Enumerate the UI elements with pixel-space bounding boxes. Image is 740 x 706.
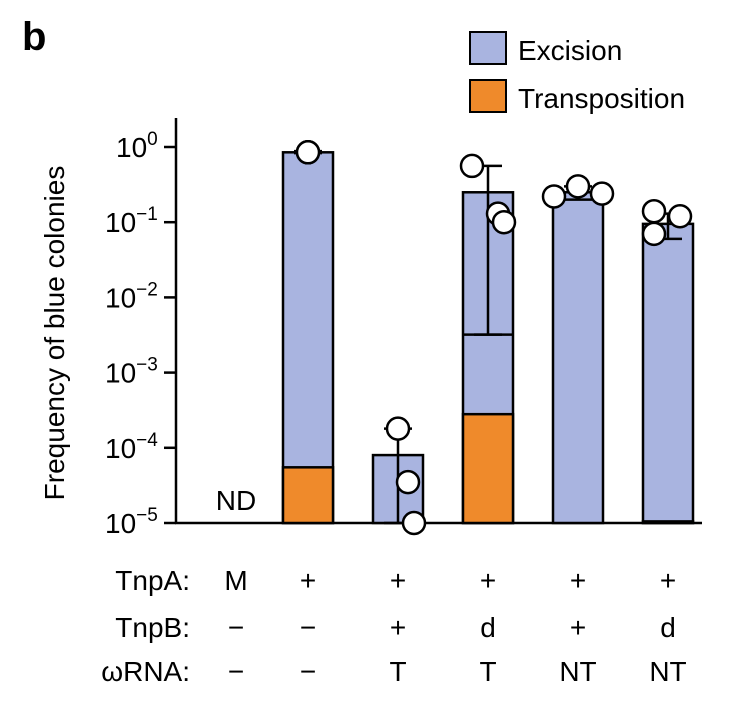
data-point	[541, 184, 567, 209]
y-tick-label: 100	[116, 129, 158, 163]
condition-cell: −	[300, 656, 316, 687]
y-tick-label: 10−4	[105, 430, 158, 464]
data-point	[401, 510, 427, 536]
y-tick-label: 10−3	[105, 355, 158, 389]
bar-transposition	[461, 412, 515, 525]
y-ticks: 100 10−1 10−2 10−3 10−4 10−5	[105, 129, 176, 539]
data-point	[667, 203, 693, 229]
bar-group	[459, 153, 517, 525]
condition-cell: NT	[649, 656, 686, 687]
panel-label: b	[22, 15, 46, 59]
condition-cell: +	[660, 565, 676, 596]
data-point	[395, 469, 421, 495]
data-point	[295, 140, 321, 165]
condition-cell: T	[479, 656, 496, 687]
condition-cell: +	[570, 565, 586, 596]
condition-cell: M	[224, 565, 247, 596]
data-point	[641, 221, 667, 247]
condition-cell: NT	[559, 656, 596, 687]
condition-table: TnpA: M + + + + + TnpB: − − + d + d ωRNA: − − T T NT NT	[101, 565, 686, 687]
bars: ND	[216, 140, 695, 536]
bar-group	[281, 140, 335, 525]
bar-excision	[281, 151, 335, 525]
condition-cell: +	[390, 565, 406, 596]
legend-label-excision: Excision	[518, 35, 622, 66]
row-label: TnpB:	[115, 612, 190, 643]
legend: Excision Transposition	[469, 31, 685, 114]
data-point	[385, 416, 411, 441]
data-point	[641, 198, 667, 224]
y-axis-label: Frequency of blue colonies	[39, 166, 70, 501]
y-tick-label: 10−2	[105, 279, 158, 313]
condition-cell: +	[300, 565, 316, 596]
bar-group	[371, 416, 427, 536]
condition-cell: T	[389, 656, 406, 687]
bar-group: ND	[216, 485, 256, 516]
bar-excision	[551, 191, 605, 525]
condition-cell: d	[480, 612, 496, 643]
bar-group	[541, 174, 615, 525]
nd-annotation: ND	[216, 485, 256, 516]
data-point	[589, 181, 615, 206]
condition-cell: +	[570, 612, 586, 643]
legend-swatch-excision	[469, 31, 507, 65]
row-label: TnpA:	[115, 565, 190, 596]
bar-transposition	[641, 520, 695, 525]
bar-transposition	[281, 466, 335, 525]
condition-cell: −	[228, 612, 244, 643]
condition-cell: +	[390, 612, 406, 643]
y-tick-label: 10−5	[105, 505, 158, 539]
condition-cell: −	[300, 612, 316, 643]
condition-cell: d	[660, 612, 676, 643]
condition-cell: −	[228, 656, 244, 687]
data-point	[459, 153, 485, 179]
condition-cell: +	[480, 565, 496, 596]
bar-excision	[641, 222, 695, 525]
legend-swatch-transposition	[469, 79, 507, 113]
bar-group	[641, 198, 695, 525]
y-tick-label: 10−1	[105, 204, 158, 238]
data-point	[491, 209, 517, 235]
row-label: ωRNA:	[101, 656, 190, 687]
legend-label-transposition: Transposition	[518, 83, 685, 114]
data-point	[565, 174, 591, 199]
